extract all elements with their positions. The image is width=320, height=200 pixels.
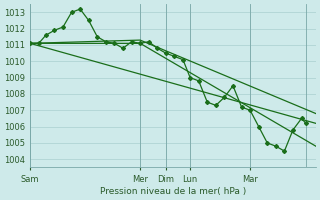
X-axis label: Pression niveau de la mer( hPa ): Pression niveau de la mer( hPa ) (100, 187, 246, 196)
